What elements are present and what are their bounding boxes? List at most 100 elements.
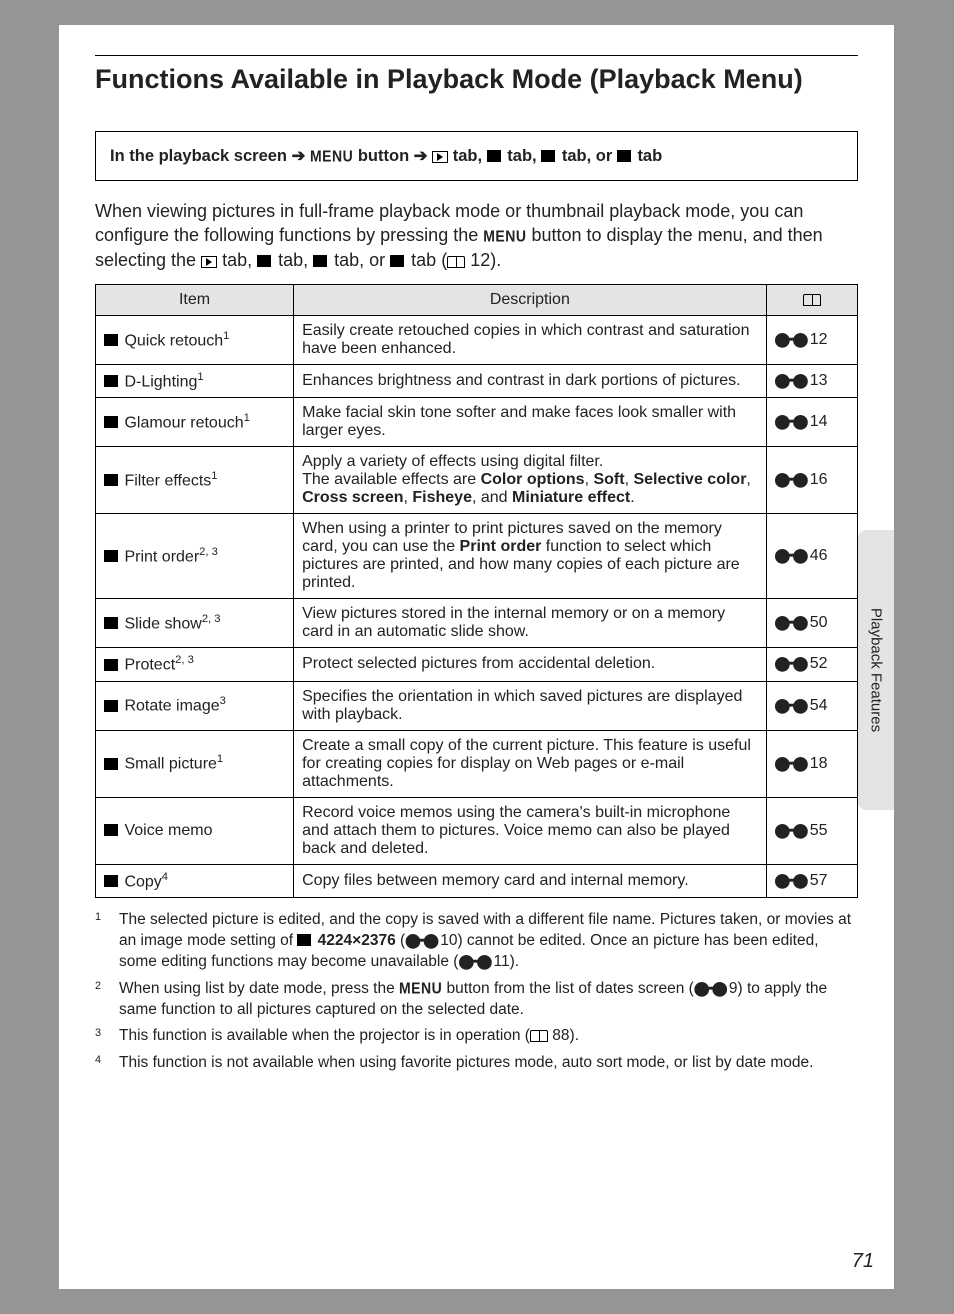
item-superscript: 4 [162,871,168,883]
item-cell: Voice memo [96,797,294,864]
nav-prefix: In the playback screen [110,147,287,165]
item-superscript: 1 [197,371,203,383]
item-superscript: 2, 3 [175,654,194,666]
manual-page: Functions Available in Playback Mode (Pl… [59,25,894,1289]
item-label: Slide show [120,615,202,632]
item-cell: D-Lighting1 [96,364,294,397]
nav-tab-word: tab, [507,147,536,165]
d-lighting-icon [104,375,118,387]
reference-number: 13 [805,372,827,389]
reference-cell: ⬤━⬤ 55 [766,797,857,864]
reference-number: 55 [805,822,827,839]
ref-link-icon: ⬤━⬤ [775,372,806,389]
footnote-marker: 3 [95,1026,109,1047]
table-row: Small picture1Create a small copy of the… [96,730,858,797]
ref-link-icon: ⬤━⬤ [775,614,806,631]
item-label: D-Lighting [120,373,197,390]
header-reference [766,284,857,315]
ref-link-icon: ⬤━⬤ [405,931,436,950]
arrow-icon: ➔ [414,147,428,165]
footnote: 3 This function is available when the pro… [95,1026,858,1047]
table-row: Filter effects1Apply a variety of effect… [96,447,858,514]
ref-link-icon: ⬤━⬤ [775,822,806,839]
item-superscript: 1 [211,470,217,482]
date-tab-icon [390,255,404,267]
item-label: Small picture [120,756,217,773]
description-cell: Make facial skin tone softer and make fa… [294,398,766,447]
item-label: Print order [120,548,199,565]
item-cell: Protect2, 3 [96,648,294,681]
voice-memo-icon [104,824,118,836]
footnote-text: This function is available when the proj… [119,1026,579,1047]
arrow-icon: ➔ [292,147,306,165]
table-row: Rotate image3Specifies the orientation i… [96,681,858,730]
ref-link-icon: ⬤━⬤ [775,755,806,772]
intro-paragraph: When viewing pictures in full-frame play… [95,199,858,272]
navigation-path-box: In the playback screen ➔ MENU button ➔ t… [95,131,858,181]
table-row: Glamour retouch1Make facial skin tone so… [96,398,858,447]
reference-number: 52 [805,655,827,672]
ref-link-icon: ⬤━⬤ [458,952,489,971]
slide-show-icon [104,617,118,629]
functions-table: Item Description Quick retouch1Easily cr… [95,284,858,898]
ref-link-icon: ⬤━⬤ [775,413,806,430]
playback-tab-icon [201,256,217,268]
item-label: Rotate image [120,698,220,715]
item-superscript: 1 [217,753,223,765]
description-cell: Apply a variety of effects using digital… [294,447,766,514]
ref-link-icon: ⬤━⬤ [775,331,806,348]
header-item: Item [96,284,294,315]
nav-tab-word-end: tab [637,147,662,165]
reference-cell: ⬤━⬤ 46 [766,514,857,599]
reference-number: 18 [805,755,827,772]
item-label: Voice memo [120,822,212,839]
item-cell: Filter effects1 [96,447,294,514]
nav-button-word: button [358,147,409,165]
reference-number: 50 [805,614,827,631]
table-row: Quick retouch1Easily create retouched co… [96,315,858,364]
reference-cell: ⬤━⬤ 18 [766,730,857,797]
side-section-label: Playback Features [868,608,885,732]
footnote-marker: 1 [95,910,109,973]
ref-link-icon: ⬤━⬤ [775,697,806,714]
rotate-icon [104,700,118,712]
favorites-tab-icon [257,255,271,267]
nav-tab-word: tab, [453,147,482,165]
item-cell: Rotate image3 [96,681,294,730]
side-section-tab: Playback Features [858,530,894,810]
page-title: Functions Available in Playback Mode (Pl… [95,64,858,97]
description-cell: Copy files between memory card and inter… [294,864,766,897]
playback-tab-icon [432,151,448,163]
quick-retouch-icon [104,334,118,346]
table-row: Voice memoRecord voice memos using the c… [96,797,858,864]
menu-button-label: MENU [310,147,353,165]
item-label: Glamour retouch [120,414,244,431]
description-cell: When using a printer to print pictures s… [294,514,766,599]
footnote: 1The selected picture is edited, and the… [95,910,858,973]
item-cell: Small picture1 [96,730,294,797]
date-tab-icon [617,150,631,162]
table-row: Print order2, 3When using a printer to p… [96,514,858,599]
nav-tab-word-or: tab, or [562,147,612,165]
reference-cell: ⬤━⬤ 54 [766,681,857,730]
footnote-marker: 4 [95,1053,109,1074]
intro-tab-sep: tab, [217,250,257,270]
item-label: Copy [120,873,162,890]
ref-link-icon: ⬤━⬤ [775,872,806,889]
table-header-row: Item Description [96,284,858,315]
item-cell: Glamour retouch1 [96,398,294,447]
page-number: 71 [852,1250,874,1273]
footnote: 4This function is not available when usi… [95,1053,858,1074]
favorites-tab-icon [487,150,501,162]
intro-tab-sep: tab, [273,250,313,270]
table-row: Slide show2, 3View pictures stored in th… [96,599,858,648]
header-description: Description [294,284,766,315]
description-cell: Protect selected pictures from accidenta… [294,648,766,681]
reference-number: 54 [805,697,827,714]
ref-link-icon: ⬤━⬤ [775,655,806,672]
table-row: D-Lighting1Enhances brightness and contr… [96,364,858,397]
print-order-icon [104,550,118,562]
ref-link-icon: ⬤━⬤ [775,547,806,564]
reference-cell: ⬤━⬤ 14 [766,398,857,447]
item-cell: Copy4 [96,864,294,897]
